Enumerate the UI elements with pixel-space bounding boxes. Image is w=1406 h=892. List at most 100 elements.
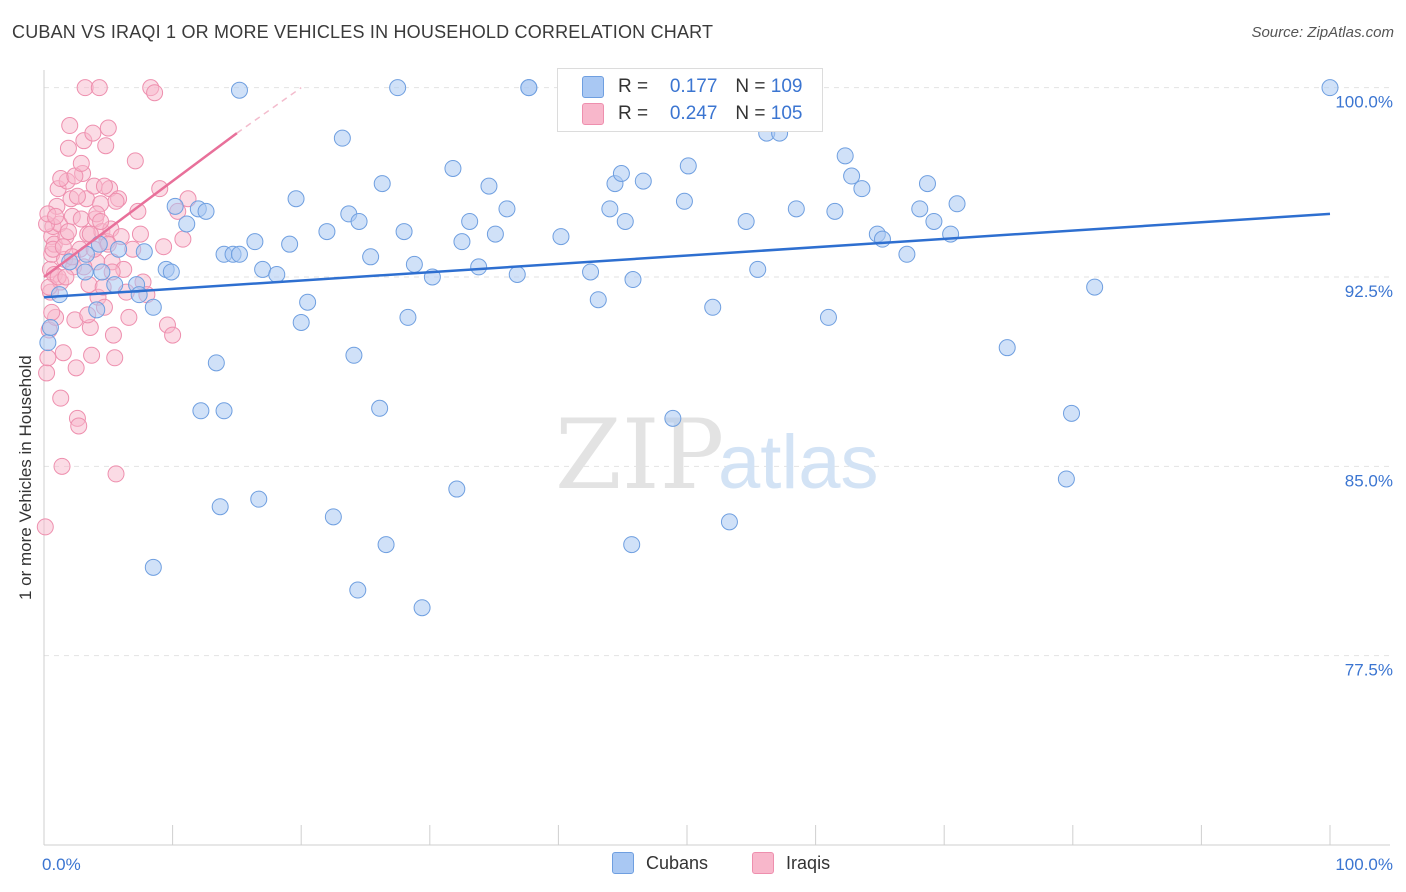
cuban-point	[349, 581, 367, 599]
cuban-point	[350, 212, 368, 230]
iraqi-point	[95, 177, 113, 195]
cuban-point	[39, 334, 57, 352]
stats-legend: R = 0.177 N = 109 R = 0.247 N = 105	[557, 68, 823, 132]
iraqi-points	[36, 79, 197, 536]
cuban-point	[480, 177, 498, 195]
cuban-point	[281, 235, 299, 253]
cubans-n-value: 109	[770, 76, 803, 97]
iraqi-point	[84, 124, 102, 142]
cuban-point	[679, 157, 697, 175]
series-legend: Cubans Iraqis	[612, 852, 874, 874]
iraqi-point	[36, 518, 54, 536]
iraqi-point	[146, 84, 164, 102]
cuban-point	[634, 172, 652, 190]
cuban-point	[508, 265, 526, 283]
cuban-point	[377, 536, 395, 554]
cuban-point	[178, 215, 196, 233]
legend-row-cubans: R = 0.177 N = 109	[582, 75, 802, 99]
cuban-point	[389, 79, 407, 97]
iraqis-legend-label: Iraqis	[786, 852, 831, 873]
iraqi-point	[67, 359, 85, 377]
iraqi-point	[107, 465, 125, 483]
y-tick-label: 100.0%	[1335, 93, 1393, 112]
cuban-point	[324, 508, 342, 526]
iraqi-point	[97, 137, 115, 155]
cuban-point	[61, 253, 79, 271]
cuban-point	[144, 558, 162, 576]
cuban-point	[373, 175, 391, 193]
cubans-swatch	[582, 76, 604, 98]
iraqi-point	[72, 154, 90, 172]
cuban-point	[93, 263, 111, 281]
cuban-point	[873, 230, 891, 248]
cuban-point	[254, 260, 272, 278]
cuban-point	[552, 228, 570, 246]
cuban-points	[39, 79, 1339, 617]
n-label: N =	[735, 76, 766, 97]
cuban-point	[230, 81, 248, 99]
iraqi-trend-extension	[236, 87, 302, 134]
cuban-point	[88, 301, 106, 319]
cuban-point	[333, 129, 351, 147]
cuban-point	[470, 258, 488, 276]
cuban-point	[444, 159, 462, 177]
watermark-atlas: atlas	[718, 420, 879, 505]
y-axis-title: 1 or more Vehicles in Household	[16, 355, 35, 600]
iraqi-point	[59, 223, 77, 241]
iraqi-trend-line	[43, 132, 238, 279]
iraqi-point	[131, 225, 149, 243]
iraqis-r-value: 0.247	[669, 103, 718, 124]
cuban-point	[371, 399, 389, 417]
cuban-point	[405, 255, 423, 273]
cuban-point	[836, 147, 854, 165]
cuban-point	[135, 243, 153, 261]
iraqi-point	[54, 344, 72, 362]
chart-title: CUBAN VS IRAQI 1 OR MORE VEHICLES IN HOU…	[12, 22, 714, 42]
iraqi-point	[90, 79, 108, 97]
cuban-point	[207, 354, 225, 372]
cuban-point	[925, 212, 943, 230]
cuban-point	[399, 308, 417, 326]
cuban-point	[612, 165, 630, 183]
iraqi-point	[83, 346, 101, 364]
cuban-point	[675, 192, 693, 210]
cuban-point	[144, 298, 162, 316]
cuban-point	[299, 293, 317, 311]
cuban-point	[318, 223, 336, 241]
cuban-point	[749, 260, 767, 278]
cuban-point	[1057, 470, 1075, 488]
legend-item-iraqis[interactable]: Iraqis	[752, 852, 830, 874]
iraqi-point	[155, 238, 173, 256]
y-tick-label: 85.0%	[1345, 471, 1393, 490]
cuban-point	[918, 175, 936, 193]
cuban-point	[486, 225, 504, 243]
cuban-point	[498, 200, 516, 218]
cuban-point	[192, 402, 210, 420]
iraqi-point	[68, 187, 86, 205]
cuban-point	[704, 298, 722, 316]
cuban-point	[106, 276, 124, 294]
cuban-point	[911, 200, 929, 218]
iraqi-point	[47, 207, 65, 225]
iraqi-point	[38, 364, 56, 382]
cuban-point	[624, 271, 642, 289]
x-tick-label-min: 0.0%	[42, 855, 81, 874]
cuban-point	[230, 245, 248, 263]
legend-item-cubans[interactable]: Cubans	[612, 852, 708, 874]
iraqi-point	[53, 457, 71, 475]
cuban-point	[76, 263, 94, 281]
iraqi-point	[43, 303, 61, 321]
cuban-point	[211, 498, 229, 516]
iraqis-swatch	[582, 103, 604, 125]
legend-row-iraqis: R = 0.247 N = 105	[582, 102, 802, 126]
gridlines	[44, 87, 1390, 657]
cuban-point	[246, 233, 264, 251]
cubans-legend-label: Cubans	[646, 852, 709, 873]
cuban-point	[853, 180, 871, 198]
cuban-point	[1321, 79, 1339, 97]
cuban-point	[395, 223, 413, 241]
cuban-point	[461, 212, 479, 230]
iraqi-point	[70, 417, 88, 435]
cuban-point	[664, 409, 682, 427]
iraqis-n-value: 105	[770, 103, 803, 124]
